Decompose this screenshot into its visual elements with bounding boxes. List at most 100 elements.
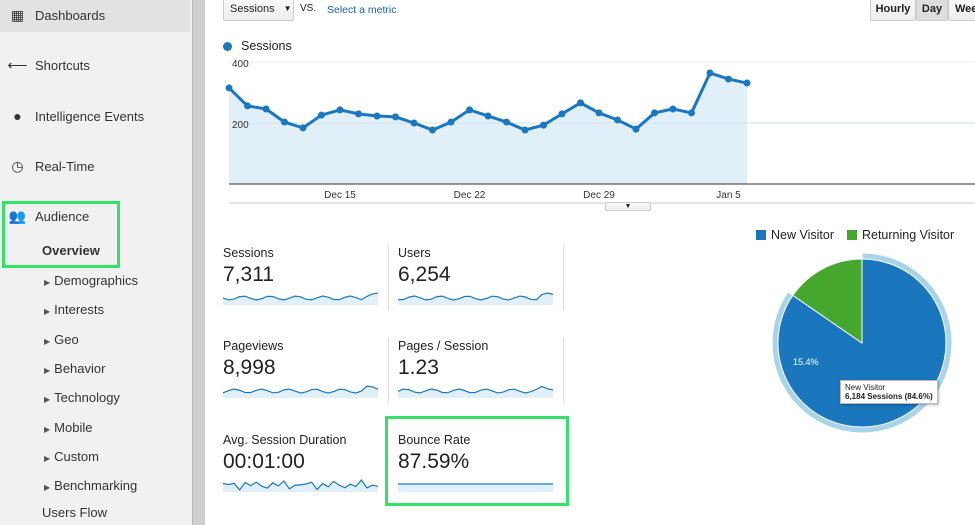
sparkline xyxy=(222,479,379,492)
data-point xyxy=(447,118,455,126)
legend-swatch-icon xyxy=(846,230,857,240)
data-point xyxy=(521,126,529,134)
data-point xyxy=(355,110,362,118)
data-point xyxy=(225,84,233,92)
sparkline xyxy=(398,483,553,492)
sparkline xyxy=(397,292,554,305)
data-point xyxy=(577,99,584,107)
sparkline xyxy=(222,385,379,398)
nav-custom[interactable]: ▶ Custom xyxy=(44,448,99,464)
people-icon: 👥 xyxy=(8,207,27,224)
data-point xyxy=(614,116,621,124)
data-point xyxy=(299,124,307,132)
chart-legend: Sessions xyxy=(223,39,292,53)
data-point xyxy=(632,125,640,133)
nav-behavior[interactable]: ▶ Behavior xyxy=(44,360,106,376)
y-tick-label: 200 xyxy=(232,120,249,131)
x-tick-label: Dec 22 xyxy=(454,190,486,201)
divider xyxy=(563,245,564,310)
nav-demographics[interactable]: ▶ Demographics xyxy=(44,273,138,288)
metric-bounce-rate[interactable]: Bounce Rate 87.59% xyxy=(398,433,558,497)
divider xyxy=(388,245,389,310)
nav-dashboards[interactable]: ▦ Dashboards xyxy=(0,0,190,32)
data-point xyxy=(651,109,658,117)
nav-overview[interactable]: Overview xyxy=(42,243,100,258)
nav-audience[interactable]: 👥 Audience xyxy=(0,199,190,233)
data-point xyxy=(318,111,325,119)
data-point xyxy=(244,102,251,110)
caret-right-icon: ▶ xyxy=(44,365,51,375)
nav-intelligence-events[interactable]: ● Intelligence Events xyxy=(0,99,190,133)
metric-pageviews[interactable]: Pageviews 8,998 xyxy=(222,339,383,403)
highlight-box xyxy=(385,416,569,506)
data-point xyxy=(392,113,399,121)
nav-benchmarking[interactable]: ▶ Benchmarking xyxy=(44,478,138,494)
chevron-down-icon: ▼ xyxy=(283,4,292,13)
data-point xyxy=(466,106,473,114)
pie-slice-returning-visitor[interactable] xyxy=(792,258,863,344)
clock-icon: ◷ xyxy=(11,157,24,174)
metric-sessions[interactable]: Sessions 7,311 xyxy=(222,246,383,310)
data-point xyxy=(503,118,510,126)
metric-pages-session[interactable]: Pages / Session 1.23 xyxy=(397,339,558,403)
sessions-line-chart: 400 200 Dec 15 Dec 22 Dec 29 Jan 5 xyxy=(225,59,975,204)
nav-shortcuts[interactable]: ⟵ Shortcuts xyxy=(0,48,190,82)
data-point xyxy=(373,112,381,120)
nav-technology[interactable]: ▶ Technology xyxy=(44,390,120,406)
data-point xyxy=(336,106,344,114)
nav-real-time[interactable]: ◷ Real-Time xyxy=(0,149,190,183)
highlight-box xyxy=(2,201,120,268)
data-point xyxy=(484,112,492,120)
data-point xyxy=(688,109,695,117)
caret-right-icon: ▶ xyxy=(44,483,51,493)
data-point xyxy=(558,110,566,118)
scrollbar[interactable] xyxy=(192,0,205,525)
area-fill xyxy=(229,72,747,184)
x-tick-label: Dec 29 xyxy=(583,190,615,201)
metric-dropdown[interactable]: Sessions ▼ xyxy=(223,0,294,21)
data-point xyxy=(281,118,288,126)
returning-percent-label: 15.4% xyxy=(793,357,819,367)
week-button[interactable]: Wee xyxy=(948,0,975,21)
hourly-button[interactable]: Hourly xyxy=(870,0,916,21)
caret-right-icon: ▶ xyxy=(44,424,51,434)
metric-users[interactable]: Users 6,254 xyxy=(397,246,558,310)
x-tick-label: Dec 15 xyxy=(324,190,356,201)
data-point xyxy=(595,109,603,117)
nav-interests[interactable]: ▶ Interests xyxy=(44,302,105,318)
pie-legend: New Visitor Returning Visitor xyxy=(756,228,954,242)
data-point xyxy=(706,69,714,77)
nav-geo[interactable]: ▶ Geo xyxy=(44,331,79,347)
divider xyxy=(563,338,564,403)
y-tick-label: 400 xyxy=(232,59,249,70)
visitor-pie-chart xyxy=(771,252,953,434)
caret-right-icon: ▶ xyxy=(44,307,51,317)
caret-right-icon: ▶ xyxy=(44,395,51,405)
caret-right-icon: ▶ xyxy=(44,278,51,287)
arrow-left-icon: ⟵ xyxy=(7,56,28,73)
data-point xyxy=(410,119,418,127)
caret-right-icon: ▶ xyxy=(44,453,51,463)
data-point xyxy=(725,75,732,83)
metric-avg-session-duration[interactable]: Avg. Session Duration 00:01:00 xyxy=(222,433,383,497)
x-tick-label: Jan 5 xyxy=(716,190,741,201)
data-point xyxy=(669,105,677,113)
sidebar: ▦ Dashboards ⟵ Shortcuts ● Intelligence Eve… xyxy=(0,0,192,525)
data-point xyxy=(262,105,270,113)
collapse-chart-button[interactable]: ▼ xyxy=(605,202,651,211)
nav-users-flow[interactable]: Users Flow xyxy=(42,505,108,520)
pie-tooltip: New Visitor 6,184 Sessions (84.6%) xyxy=(840,380,938,404)
lightbulb-icon: ● xyxy=(13,108,22,124)
divider xyxy=(388,338,389,403)
data-point xyxy=(743,79,751,87)
legend-dot-icon xyxy=(223,41,232,51)
select-metric-link[interactable]: Select a metric xyxy=(327,4,397,16)
data-point xyxy=(540,121,547,129)
caret-right-icon: ▶ xyxy=(44,336,51,346)
nav-mobile[interactable]: ▶ Mobile xyxy=(44,419,93,435)
day-button[interactable]: Day xyxy=(916,0,948,21)
grid-icon: ▦ xyxy=(10,6,25,23)
data-point xyxy=(429,126,436,134)
sparkline xyxy=(397,385,554,398)
vs-label: VS. xyxy=(300,3,317,14)
